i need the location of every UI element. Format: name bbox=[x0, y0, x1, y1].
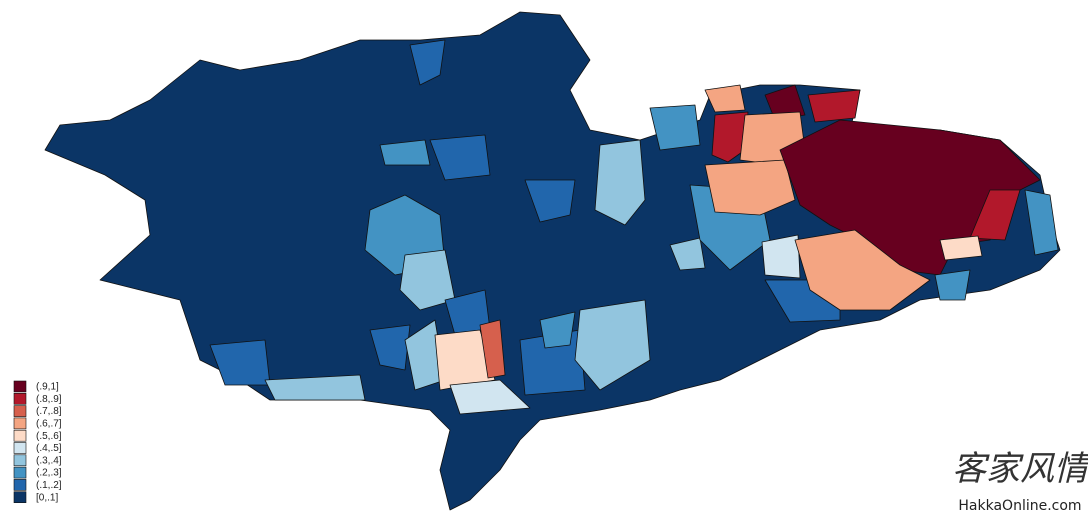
legend-swatch bbox=[13, 392, 27, 405]
region bbox=[711, 111, 749, 163]
region bbox=[939, 235, 983, 261]
legend-label: (.5,.6] bbox=[36, 431, 62, 442]
region bbox=[761, 234, 801, 279]
legend-swatch bbox=[13, 479, 27, 491]
legend-label: [0,.1] bbox=[36, 492, 58, 503]
region bbox=[429, 134, 491, 181]
watermark-site: HakkaOnline.com bbox=[958, 498, 1081, 514]
legend: (.9,1](.8,.9](.7,.8] (.6,.7](.5,.6](.4,.5… bbox=[13, 380, 62, 504]
legend-swatch bbox=[13, 429, 27, 442]
legend-label: (.7,.8] bbox=[36, 406, 62, 417]
legend-swatch bbox=[13, 491, 27, 504]
region bbox=[594, 139, 646, 226]
legend-swatch bbox=[13, 405, 27, 417]
region bbox=[479, 319, 506, 379]
regions bbox=[44, 11, 1061, 511]
legend-swatch bbox=[13, 380, 27, 393]
region bbox=[539, 311, 576, 349]
region bbox=[379, 139, 431, 166]
watermark-title: 客家风情 bbox=[952, 449, 1088, 489]
legend-label: (.4,.5] bbox=[36, 443, 62, 454]
region bbox=[704, 159, 796, 216]
region bbox=[399, 249, 456, 311]
region bbox=[574, 299, 651, 391]
region bbox=[649, 104, 701, 151]
region bbox=[704, 84, 746, 113]
legend-label: (.1,.2] bbox=[36, 480, 62, 491]
region bbox=[524, 179, 576, 223]
region bbox=[1024, 189, 1059, 256]
region bbox=[669, 237, 706, 271]
region bbox=[264, 374, 366, 401]
legend-label: (.9,1] bbox=[36, 382, 59, 393]
region bbox=[209, 339, 271, 386]
region bbox=[369, 324, 411, 371]
region bbox=[807, 89, 861, 123]
legend-swatch bbox=[13, 466, 27, 479]
legend-swatch bbox=[13, 442, 27, 454]
legend-label: (.8,.9] bbox=[36, 394, 62, 405]
region bbox=[969, 189, 1021, 241]
region bbox=[794, 229, 931, 311]
region bbox=[764, 84, 806, 121]
legend-label: (.3,.4] bbox=[36, 455, 62, 466]
region bbox=[934, 269, 971, 301]
region bbox=[409, 39, 446, 86]
legend-label: (.2,.3] bbox=[36, 468, 62, 479]
legend-swatch bbox=[13, 454, 27, 467]
region bbox=[434, 329, 496, 391]
legend-label: (.6,.7] bbox=[36, 419, 62, 430]
legend-swatch bbox=[13, 417, 27, 430]
region bbox=[449, 379, 531, 415]
